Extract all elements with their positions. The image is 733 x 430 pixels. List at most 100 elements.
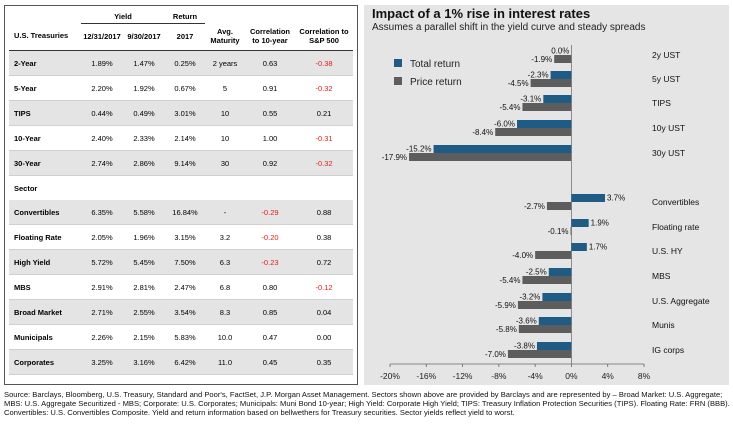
returns-table: Yield Return U.S. Treasuries 12/31/2017 9/30… xyxy=(9,9,354,375)
table-cell: 2.86% xyxy=(123,150,165,176)
table-cell: 2.71% xyxy=(81,299,123,325)
table-row: 2-Year 1.89% 1.47% 0.25% 2 years 0.63 -0.38 xyxy=(9,50,354,76)
legend-swatch-total-return xyxy=(394,59,402,67)
price-return-bar xyxy=(518,325,572,333)
total-return-bar xyxy=(517,120,572,128)
table-cell: 5.45% xyxy=(123,249,165,275)
table-cell: 2.55% xyxy=(123,299,165,325)
table-cell: 0.38 xyxy=(295,224,354,250)
source-footnote: Source: Barclays, Bloomberg, U.S. Treasu… xyxy=(4,390,730,417)
total-return-bar xyxy=(571,243,587,251)
total-return-label: 1.7% xyxy=(589,243,607,252)
table-cell: 10 xyxy=(205,125,245,151)
table-cell: -0.38 xyxy=(295,50,354,76)
group-header-return: Return xyxy=(165,9,205,24)
total-return-label: -3.6% xyxy=(516,317,537,326)
table-cell: -0.32 xyxy=(295,75,354,101)
table-cell: 0.47 xyxy=(245,324,295,350)
table-cell: 0.44% xyxy=(81,100,123,126)
table-cell: 1.47% xyxy=(123,50,165,76)
group-header-yield: Yield xyxy=(81,9,165,24)
total-return-label: -15.2% xyxy=(406,145,431,154)
category-label: Munis xyxy=(652,320,675,330)
table-header-row: U.S. Treasuries 12/31/2017 9/30/2017 2017 Av… xyxy=(9,23,354,51)
total-return-label: -2.3% xyxy=(528,71,549,80)
category-label: Convertibles xyxy=(652,197,699,207)
category-label: Floating rate xyxy=(652,222,700,232)
table-cell: 1.92% xyxy=(123,75,165,101)
row-label: MBS xyxy=(9,274,81,300)
table-cell: 0.80 xyxy=(245,274,295,300)
table-row: Convertibles 6.35% 5.58% 16.84% - -0.29 0.88 xyxy=(9,200,354,225)
table-cell: 30 xyxy=(205,150,245,176)
x-tick-label: 0% xyxy=(565,371,578,381)
category-label: 10y UST xyxy=(652,123,685,133)
table-row: TIPS 0.44% 0.49% 3.01% 10 0.55 0.21 xyxy=(9,100,354,126)
category-label: 30y UST xyxy=(652,148,685,158)
table-cell: 5.72% xyxy=(81,249,123,275)
table-cell: 3.25% xyxy=(81,349,123,375)
price-return-bar xyxy=(409,153,572,161)
table-row: Floating Rate 2.05% 1.96% 3.15% 3.2 -0.20 0.38 xyxy=(9,224,354,250)
x-tick-label: -12% xyxy=(453,371,473,381)
chart-panel: Impact of a 1% rise in interest rates As… xyxy=(364,5,729,385)
table-row: Broad Market 2.71% 2.55% 3.54% 8.3 0.85 0.04 xyxy=(9,299,354,325)
category-label: U.S. HY xyxy=(652,246,683,256)
table-cell: 2.91% xyxy=(81,274,123,300)
table-row: 30-Year 2.74% 2.86% 9.14% 30 0.92 -0.32 xyxy=(9,150,354,176)
legend-label-total-return: Total return xyxy=(410,59,460,70)
price-return-bar xyxy=(495,128,572,136)
column-header: Correlation to S&P 500 xyxy=(295,23,354,51)
column-header: 12/31/2017 xyxy=(81,23,123,51)
table-row: Municipals 2.26% 2.15% 5.83% 10.0 0.47 0.00 xyxy=(9,324,354,350)
total-return-label: 0.0% xyxy=(551,47,569,56)
table-cell: 3.2 xyxy=(205,224,245,250)
price-return-bar xyxy=(517,301,572,309)
total-return-label: -6.0% xyxy=(494,120,515,129)
table-cell: 10 xyxy=(205,100,245,126)
total-return-bar xyxy=(538,317,572,325)
chart-subtitle: Assumes a parallel shift in the yield cu… xyxy=(372,22,646,33)
table-cell: 3.54% xyxy=(165,299,205,325)
total-return-bar xyxy=(571,194,605,202)
table-row: 5-Year 2.20% 1.92% 0.67% 5 0.91 -0.32 xyxy=(9,75,354,101)
row-label: Floating Rate xyxy=(9,224,81,250)
price-return-label: -4.0% xyxy=(512,251,533,260)
table-cell: 0.25% xyxy=(165,50,205,76)
x-tick-label: -16% xyxy=(416,371,436,381)
table-cell: 3.16% xyxy=(123,349,165,375)
table-cell: 0.85 xyxy=(245,299,295,325)
empty-cell xyxy=(205,9,353,24)
row-label: Convertibles xyxy=(9,200,81,225)
price-return-label: -7.0% xyxy=(485,350,506,359)
table-cell: 6.8 xyxy=(205,274,245,300)
table-cell: 2.81% xyxy=(123,274,165,300)
row-label: Municipals xyxy=(9,324,81,350)
table-cell: 3.01% xyxy=(165,100,205,126)
price-return-bar xyxy=(554,55,572,63)
category-label: MBS xyxy=(652,271,671,281)
category-label: U.S. Aggregate xyxy=(652,296,710,306)
table-cell: 10.0 xyxy=(205,324,245,350)
table-cell: 0.21 xyxy=(295,100,354,126)
table-cell: 1.96% xyxy=(123,224,165,250)
column-header: 2017 xyxy=(165,23,205,51)
table-cell: 0.04 xyxy=(295,299,354,325)
table-cell: 5 xyxy=(205,75,245,101)
column-header: Avg. Maturity xyxy=(205,23,245,51)
total-return-label: -3.8% xyxy=(514,342,535,351)
price-return-bar xyxy=(530,79,572,87)
table-cell: 1.89% xyxy=(81,50,123,76)
price-return-bar xyxy=(546,202,572,210)
sector-label: Sector xyxy=(14,183,38,193)
table-cell: 2.15% xyxy=(123,324,165,350)
table-cell: 2.14% xyxy=(165,125,205,151)
legend-swatch-price-return xyxy=(394,77,402,85)
total-return-bar xyxy=(571,219,589,227)
total-return-label: -2.5% xyxy=(526,268,547,277)
price-return-label: -17.9% xyxy=(382,153,407,162)
x-tick-label: 4% xyxy=(602,371,615,381)
category-label: TIPS xyxy=(652,98,671,108)
table-cell: -0.23 xyxy=(245,249,295,275)
x-tick-label: 8% xyxy=(638,371,651,381)
